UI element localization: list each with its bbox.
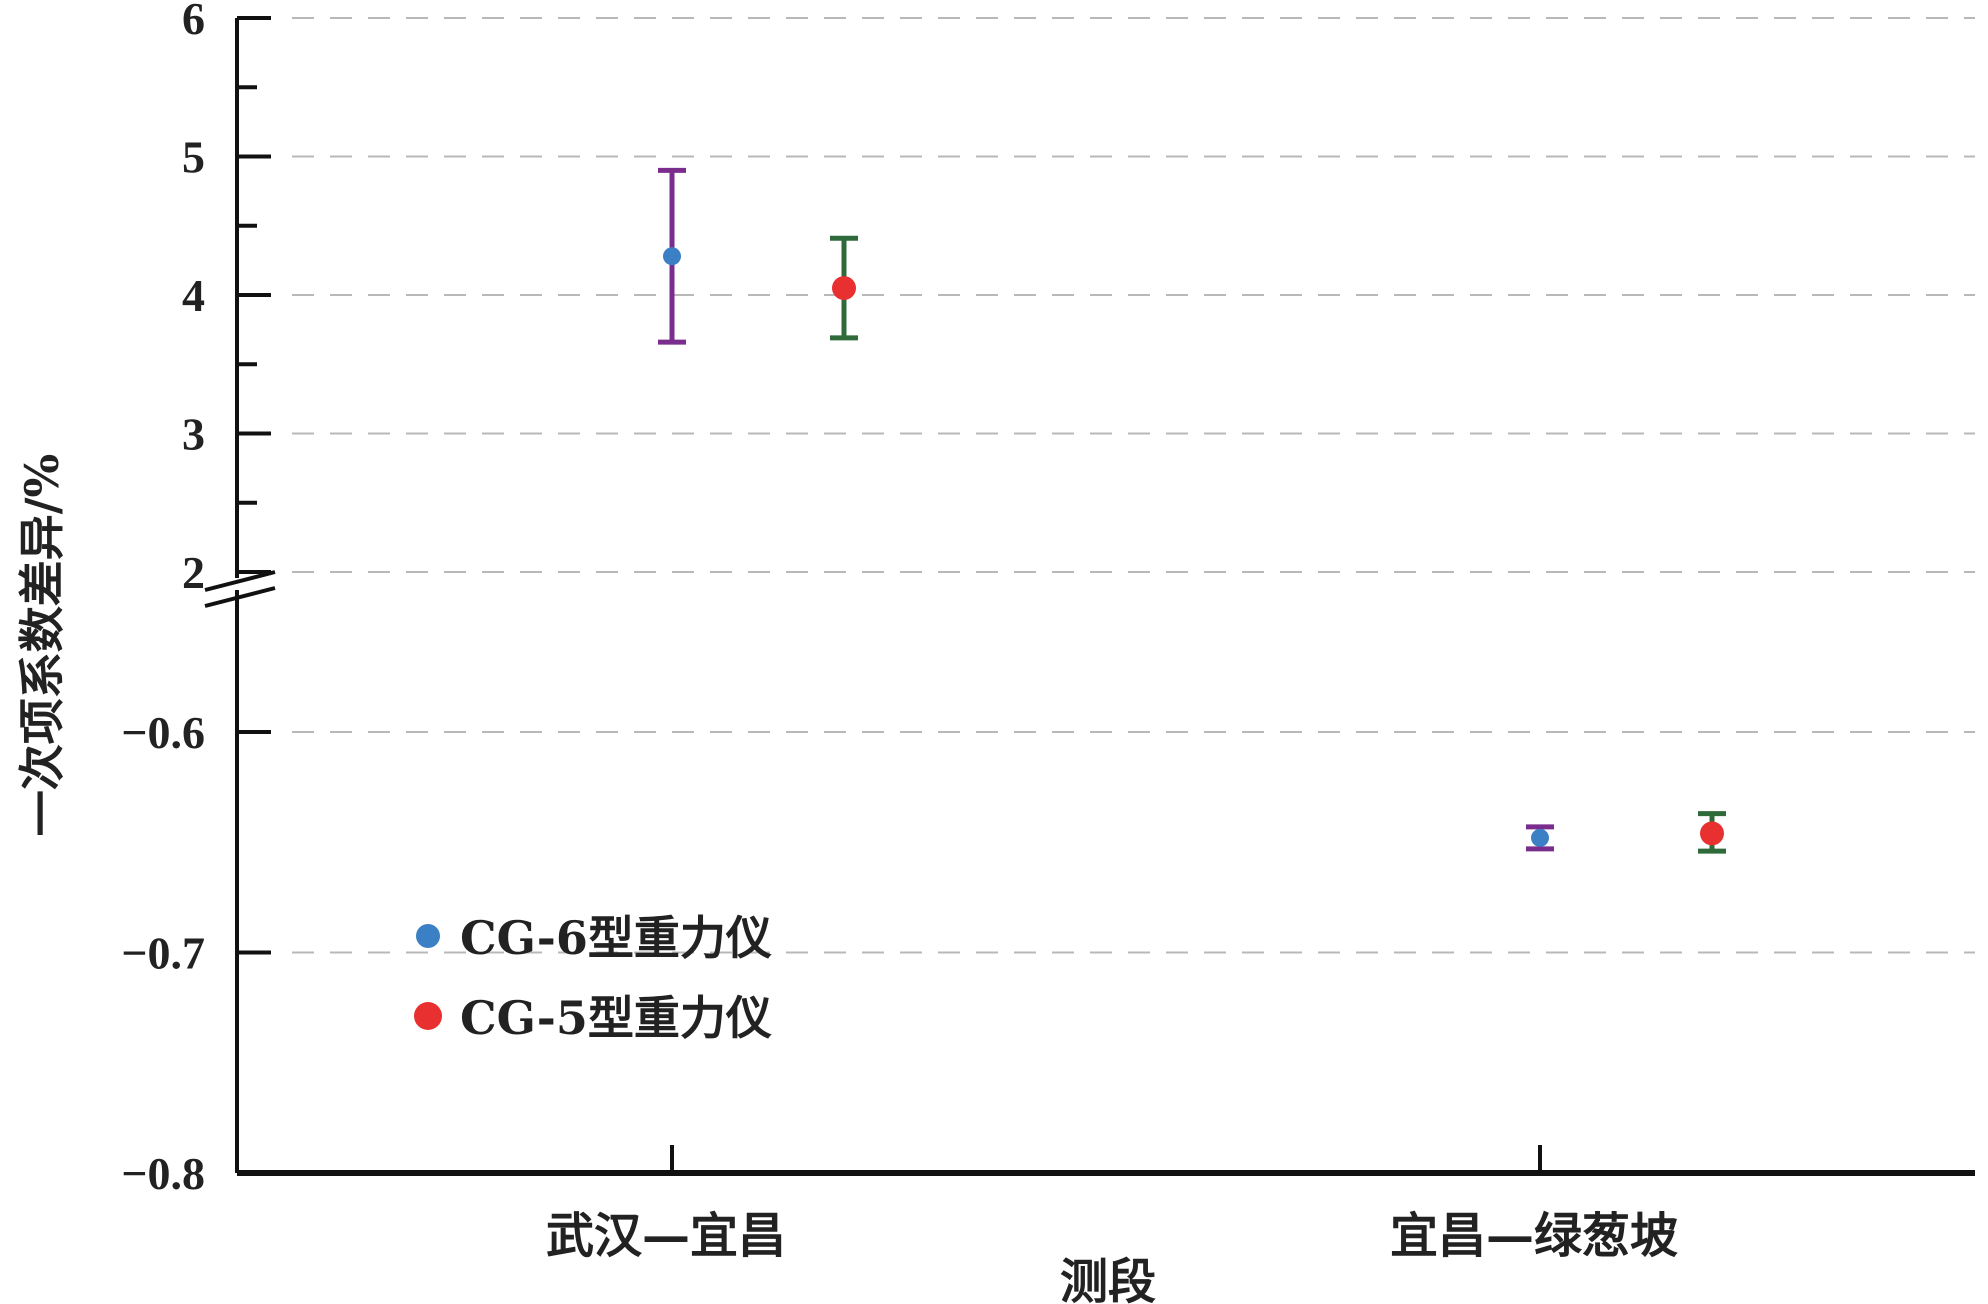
y-tick-label: 6: [182, 0, 205, 44]
x-tick-label: 宜昌—绿葱坡: [1390, 1208, 1678, 1264]
y-tick-label: 5: [182, 132, 205, 183]
data-marks: [658, 167, 1726, 854]
legend-marker: [416, 924, 440, 948]
data-point: [832, 276, 856, 301]
data-point: [663, 247, 681, 266]
y-tick-label: −0.6: [121, 707, 205, 758]
y-tick-label: −0.7: [121, 928, 205, 979]
axes: 武汉—宜昌 宜昌—绿葱坡: [204, 18, 1975, 1264]
y-tick-label: −0.8: [121, 1148, 205, 1199]
legend: CG-6型重力仪 CG-5型重力仪: [414, 911, 772, 1045]
x-tick-label: 武汉—宜昌: [546, 1208, 786, 1264]
data-point: [1531, 828, 1549, 847]
y-ticks: 2 3 4 5 6 −0.6 −0.7 −0.8: [121, 0, 271, 1199]
legend-label: CG-5型重力仪: [460, 991, 772, 1045]
x-axis-title: 测段: [1060, 1254, 1156, 1304]
y-tick-label: 2: [182, 547, 205, 598]
data-point: [1700, 821, 1724, 846]
legend-label: CG-6型重力仪: [460, 911, 772, 965]
axis-break-mark: [204, 586, 276, 608]
y-tick-label: 4: [182, 270, 205, 321]
axis-break-mark: [204, 570, 276, 592]
y-tick-label: 3: [182, 409, 205, 460]
grid-lines: [292, 17, 1975, 954]
legend-marker: [414, 1002, 442, 1030]
y-axis-title: 一次项系数差异/%: [15, 454, 69, 837]
